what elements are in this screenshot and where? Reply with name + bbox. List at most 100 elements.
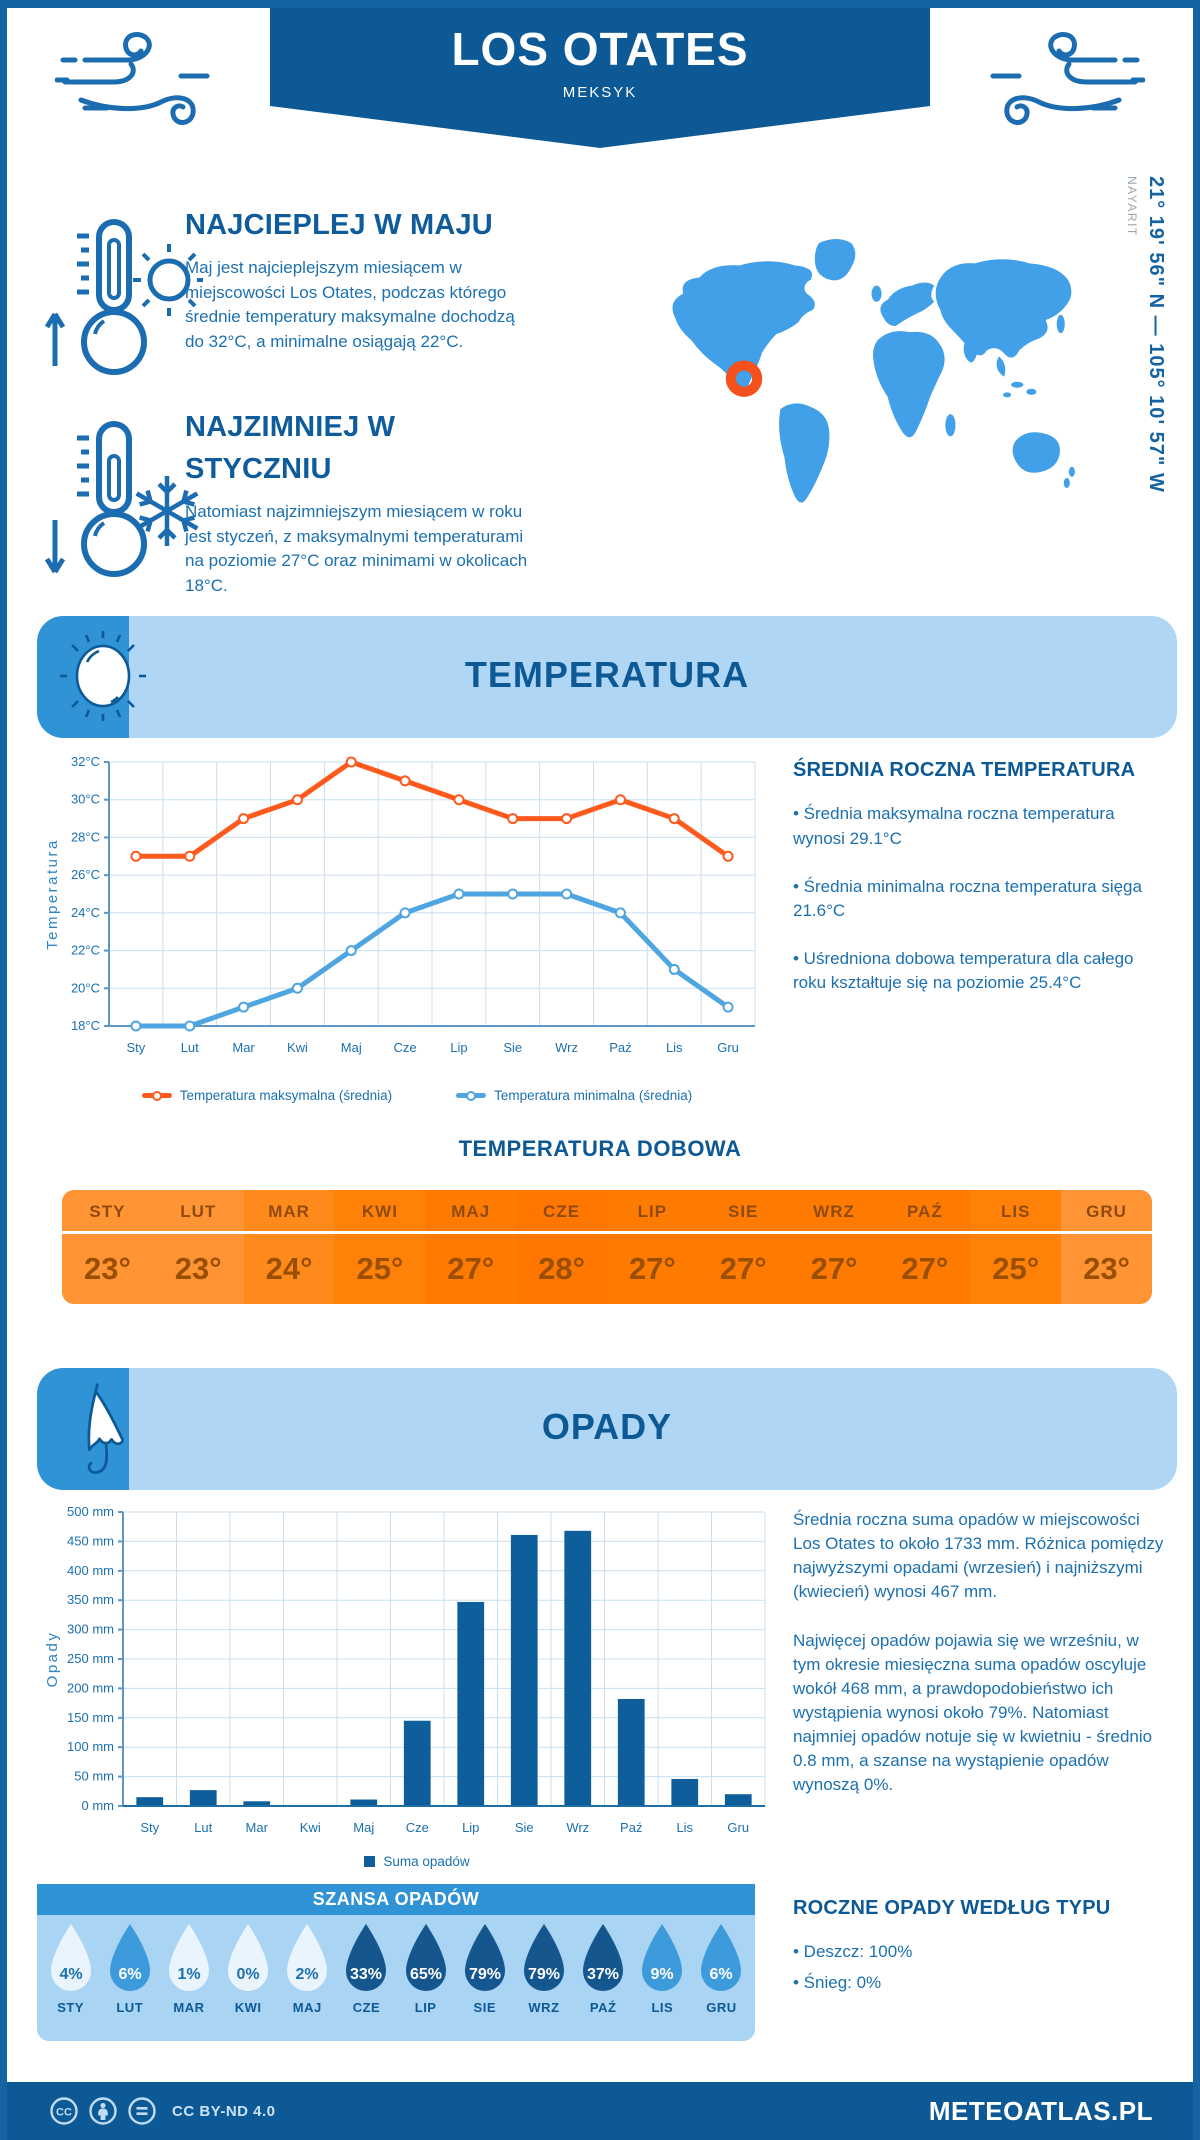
svg-text:Lip: Lip: [462, 1820, 479, 1835]
legend-item-min: Temperatura minimalna (średnia): [456, 1088, 692, 1103]
droplet-icon: 1%: [168, 1924, 209, 1991]
svg-text:Temperatura: Temperatura: [44, 838, 61, 950]
svg-text:Mar: Mar: [246, 1820, 269, 1835]
daily-table-column: LUT 23°: [152, 1190, 244, 1304]
arrow-down-icon: [44, 520, 66, 574]
temperature-section-title: TEMPERATURA: [464, 654, 750, 695]
svg-text:Paź: Paź: [609, 1040, 631, 1055]
svg-text:500 mm: 500 mm: [67, 1504, 114, 1519]
daily-table-column: GRU 23°: [1061, 1190, 1152, 1304]
region-label: NAYARIT: [1125, 176, 1139, 237]
cc-nd-icon: [128, 2097, 156, 2125]
chance-month-cell: 37% PAŹ: [574, 1921, 633, 2041]
daily-temperature-value: 27°: [628, 1251, 676, 1286]
coordinates-label: 21° 19' 56" N — 105° 10' 57" W: [1145, 176, 1167, 493]
precipitation-text-block: Średnia roczna suma opadów w miejscowośc…: [793, 1508, 1165, 1821]
annual-temp-bullet: • Średnia minimalna roczna temperatura s…: [793, 876, 1142, 920]
svg-text:32°C: 32°C: [71, 754, 100, 769]
snowflake-icon: [135, 476, 199, 546]
daily-table-column: KWI 25°: [334, 1190, 426, 1304]
site-label: METEOATLAS.PL: [928, 2095, 1153, 2126]
chance-value: 0%: [237, 1966, 260, 1983]
droplet-icon: 9%: [642, 1924, 683, 1991]
daily-table-column: SIE 27°: [697, 1190, 789, 1304]
svg-text:300 mm: 300 mm: [67, 1622, 114, 1637]
legend-swatch-max: [141, 1091, 172, 1101]
svg-text:350 mm: 350 mm: [67, 1592, 114, 1607]
chance-month-label: STY: [57, 2000, 84, 2015]
svg-text:Maj: Maj: [353, 1820, 374, 1835]
daily-month-label: PAŹ: [879, 1190, 971, 1234]
chance-value: 9%: [651, 1966, 674, 1983]
chance-month-label: KWI: [234, 2000, 262, 2015]
chance-month-cell: 9% LIS: [633, 1921, 692, 2041]
svg-text:Kwi: Kwi: [300, 1820, 321, 1835]
chance-value: 6%: [710, 1966, 733, 1983]
daily-table-column: WRZ 27°: [788, 1190, 880, 1304]
svg-text:Sty: Sty: [127, 1040, 146, 1055]
daily-temperature-value: 27°: [719, 1251, 767, 1286]
legend-item-sum: Suma opadów: [364, 1854, 470, 1869]
daily-month-label: GRU: [1061, 1190, 1152, 1234]
svg-text:250 mm: 250 mm: [67, 1651, 114, 1666]
annual-temperature-block: ŚREDNIA ROCZNA TEMPERATURA • Średnia mak…: [793, 756, 1165, 1019]
chance-value: 79%: [528, 1966, 560, 1983]
thermometer-sun-icon: [44, 219, 203, 375]
daily-month-label: SIE: [697, 1190, 789, 1234]
precipitation-paragraph: Najwięcej opadów pojawia się we wrześniu…: [793, 1630, 1153, 1795]
precipitation-chart-legend: Suma opadów: [97, 1854, 737, 1869]
svg-text:Sty: Sty: [140, 1820, 159, 1835]
chance-month-cell: 33% CZE: [337, 1921, 396, 2041]
header-banner: LOS OTATES MEKSYK: [270, 8, 930, 148]
daily-table-column: PAŹ 27°: [879, 1190, 971, 1304]
cc-icon: CC: [50, 2097, 78, 2125]
daily-temperature-value: 23°: [174, 1251, 222, 1286]
chance-month-cell: 0% KWI: [219, 1921, 278, 2041]
daily-month-label: LUT: [152, 1190, 244, 1234]
thermometer-snow-icon: [44, 421, 199, 577]
svg-text:100 mm: 100 mm: [67, 1739, 114, 1754]
daily-table-column: MAJ 27°: [425, 1190, 517, 1304]
daily-table-column: CZE 28°: [516, 1190, 607, 1304]
chance-month-label: LUT: [116, 2000, 144, 2015]
wind-icon: [55, 32, 210, 125]
svg-text:Lis: Lis: [666, 1040, 683, 1055]
precipitation-type-bullet: • Deszcz: 100%: [793, 1942, 913, 1962]
daily-table-column: LIS 25°: [970, 1190, 1062, 1304]
chance-month-cell: 4% STY: [41, 1921, 100, 2041]
coldest-heading: NAJZIMNIEJ W STYCZNIU: [185, 411, 396, 486]
warmest-block: NAJCIEPLEJ W MAJU Maj jest najcieplejszy…: [185, 204, 533, 355]
svg-text:Cze: Cze: [394, 1040, 417, 1055]
svg-text:450 mm: 450 mm: [67, 1533, 114, 1548]
svg-text:26°C: 26°C: [71, 867, 100, 882]
droplet-icon: 6%: [109, 1924, 150, 1991]
footer: CC CC BY-ND 4.0 METEOATLAS.PL: [7, 2082, 1193, 2140]
svg-text:150 mm: 150 mm: [67, 1710, 114, 1725]
daily-table-column: MAR 24°: [243, 1190, 335, 1304]
legend-label-max: Temperatura maksymalna (średnia): [179, 1088, 393, 1103]
svg-text:18°C: 18°C: [71, 1018, 100, 1033]
chance-month-label: CZE: [352, 2000, 381, 2015]
svg-text:28°C: 28°C: [71, 829, 100, 844]
droplet-icon: 6%: [701, 1924, 742, 1991]
legend-swatch-sum: [364, 1856, 376, 1867]
chance-strip: 4% STY 6% LUT 1% MAR 0% KWI 2% MAJ 33% CZE 65% LIP 79%…: [37, 1915, 755, 2041]
svg-text:Paź: Paź: [620, 1820, 642, 1835]
svg-text:20°C: 20°C: [71, 980, 100, 995]
arrow-up-icon: [44, 312, 66, 366]
daily-month-label: WRZ: [788, 1190, 880, 1234]
chance-month-cell: 79% SIE: [455, 1921, 514, 2041]
chance-month-cell: 2% MAJ: [278, 1921, 337, 2041]
license-block: CC CC BY-ND 4.0: [49, 2096, 276, 2126]
daily-month-label: LIP: [606, 1190, 698, 1234]
chance-value: 33%: [350, 1966, 382, 1983]
legend-label-min: Temperatura minimalna (średnia): [494, 1088, 693, 1103]
chance-heading: SZANSA OPADÓW: [37, 1884, 755, 1915]
daily-month-label: CZE: [516, 1190, 607, 1234]
svg-text:24°C: 24°C: [71, 905, 100, 920]
daily-month-label: MAJ: [425, 1190, 517, 1234]
chance-value: 79%: [469, 1966, 501, 1983]
wind-icon: [990, 32, 1145, 125]
svg-text:Opady: Opady: [44, 1631, 61, 1688]
